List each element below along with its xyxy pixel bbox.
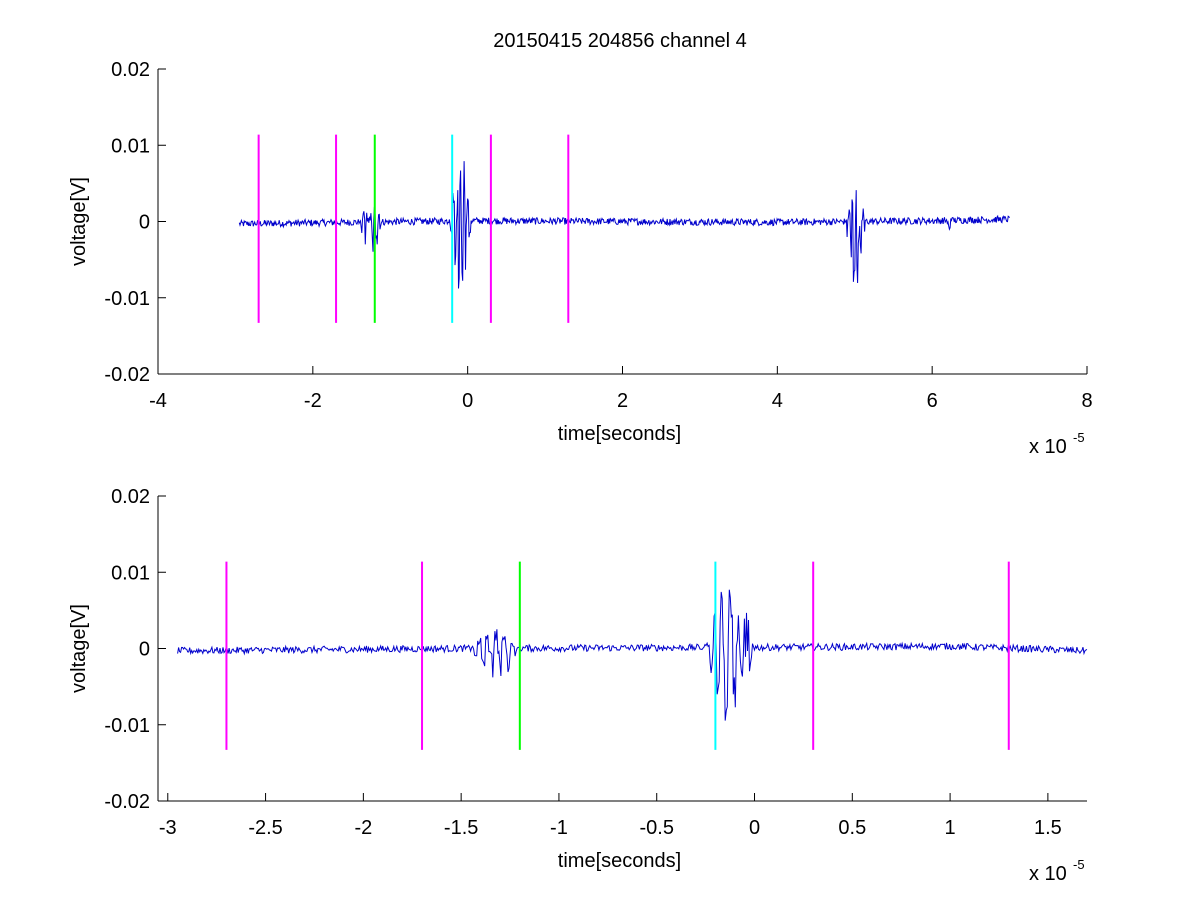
x-exponent-label: x 10 xyxy=(1029,436,1067,458)
x-tick-label: 0 xyxy=(462,390,473,412)
signal-line xyxy=(238,161,1010,289)
bottom-subplot: -3 -2.5 -2 -1.5 -1 -0.5 0 0.5 1 1.5 0.02 0.01 0 -0.01… xyxy=(68,486,1088,885)
x-axis-title: time[seconds] xyxy=(558,850,681,872)
x-tick-label: -1 xyxy=(550,817,568,839)
signal-line xyxy=(177,589,1088,721)
y-tick-label: -0.01 xyxy=(104,288,150,310)
y-axis-title: voltage[V] xyxy=(68,177,90,266)
x-tick-label: -2 xyxy=(304,390,322,412)
figure-title: 20150415 204856 channel 4 xyxy=(493,30,747,52)
x-tick-label: 1.5 xyxy=(1034,817,1062,839)
y-tick-label: 0.01 xyxy=(111,135,150,157)
x-tick-label: 1 xyxy=(945,817,956,839)
x-tick-label: -4 xyxy=(149,390,167,412)
y-tick-label: -0.01 xyxy=(104,715,150,737)
y-axis-title: voltage[V] xyxy=(68,604,90,693)
x-exponent-superscript: -5 xyxy=(1073,430,1085,445)
y-tick-label: -0.02 xyxy=(104,791,150,813)
x-tick-label: -2.5 xyxy=(248,817,282,839)
y-tick-label: 0 xyxy=(139,212,150,234)
x-tick-label: 4 xyxy=(772,390,783,412)
y-tick-label: 0.01 xyxy=(111,562,150,584)
y-tick-label: -0.02 xyxy=(104,364,150,386)
x-exponent-label: x 10 xyxy=(1029,863,1067,885)
x-tick-label: -0.5 xyxy=(639,817,673,839)
x-tick-label: 8 xyxy=(1081,390,1092,412)
x-tick-label: -1.5 xyxy=(444,817,478,839)
x-tick-label: 0 xyxy=(749,817,760,839)
x-axis-title: time[seconds] xyxy=(558,423,681,445)
x-tick-label: -3 xyxy=(159,817,177,839)
y-tick-label: 0 xyxy=(139,639,150,661)
x-tick-label: -2 xyxy=(354,817,372,839)
x-tick-label: 2 xyxy=(617,390,628,412)
x-tick-label: 0.5 xyxy=(838,817,866,839)
y-tick-label: 0.02 xyxy=(111,486,150,508)
x-tick-label: 6 xyxy=(927,390,938,412)
y-tick-label: 0.02 xyxy=(111,59,150,81)
x-exponent-superscript: -5 xyxy=(1073,857,1085,872)
top-subplot: -4 -2 0 2 4 6 8 0.02 0.01 0 -0.01 -0.02 time[seconds… xyxy=(68,59,1093,458)
